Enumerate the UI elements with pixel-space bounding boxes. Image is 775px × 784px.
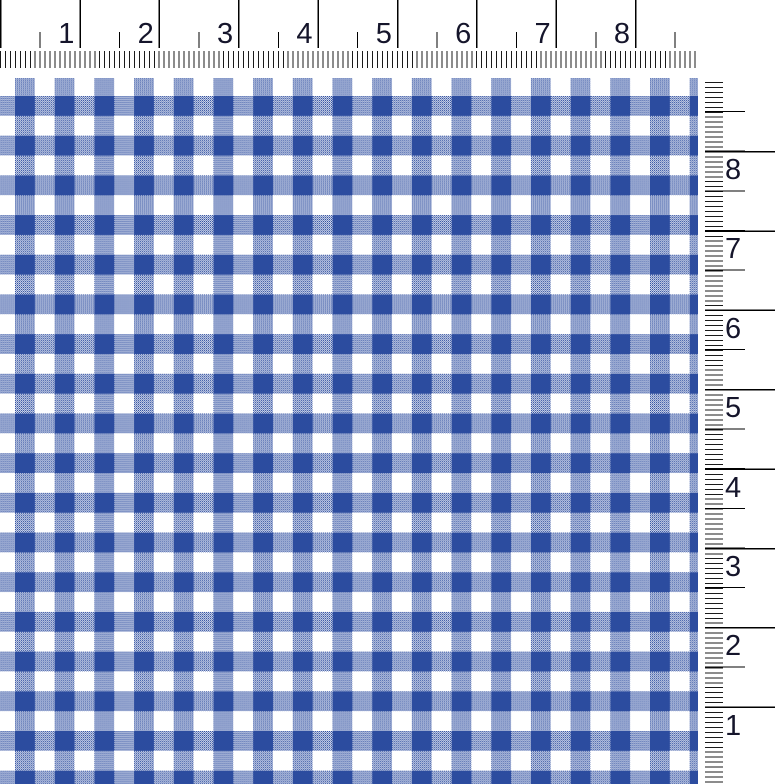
right-ruler-number: 5: [725, 392, 742, 425]
right-ruler-number: 1: [725, 709, 742, 742]
right-ruler-number: 8: [725, 154, 742, 186]
top-ruler-number: 3: [216, 18, 234, 50]
top-ruler-number: 6: [455, 18, 472, 50]
top-ruler-number: 2: [137, 18, 154, 50]
right-ruler-number: 3: [725, 550, 742, 583]
fabric-swatch: [0, 78, 698, 784]
right-ruler-number: 4: [725, 471, 742, 504]
top-ruler-number: 5: [375, 18, 392, 50]
top-ruler-number: 4: [296, 18, 313, 50]
right-ruler: 8 7 6 5 4 3 2 1: [698, 78, 775, 784]
top-ruler-number: 1: [58, 18, 75, 50]
right-ruler-number: 6: [725, 312, 742, 345]
right-ruler-number: 7: [725, 233, 742, 266]
top-ruler-number: 7: [534, 18, 551, 50]
gingham-pattern: [0, 78, 698, 784]
right-ruler-number: 2: [725, 630, 742, 663]
top-ruler-number: 8: [613, 18, 630, 50]
top-ruler: 1 2 3 4 5 6 7 8: [0, 0, 698, 78]
